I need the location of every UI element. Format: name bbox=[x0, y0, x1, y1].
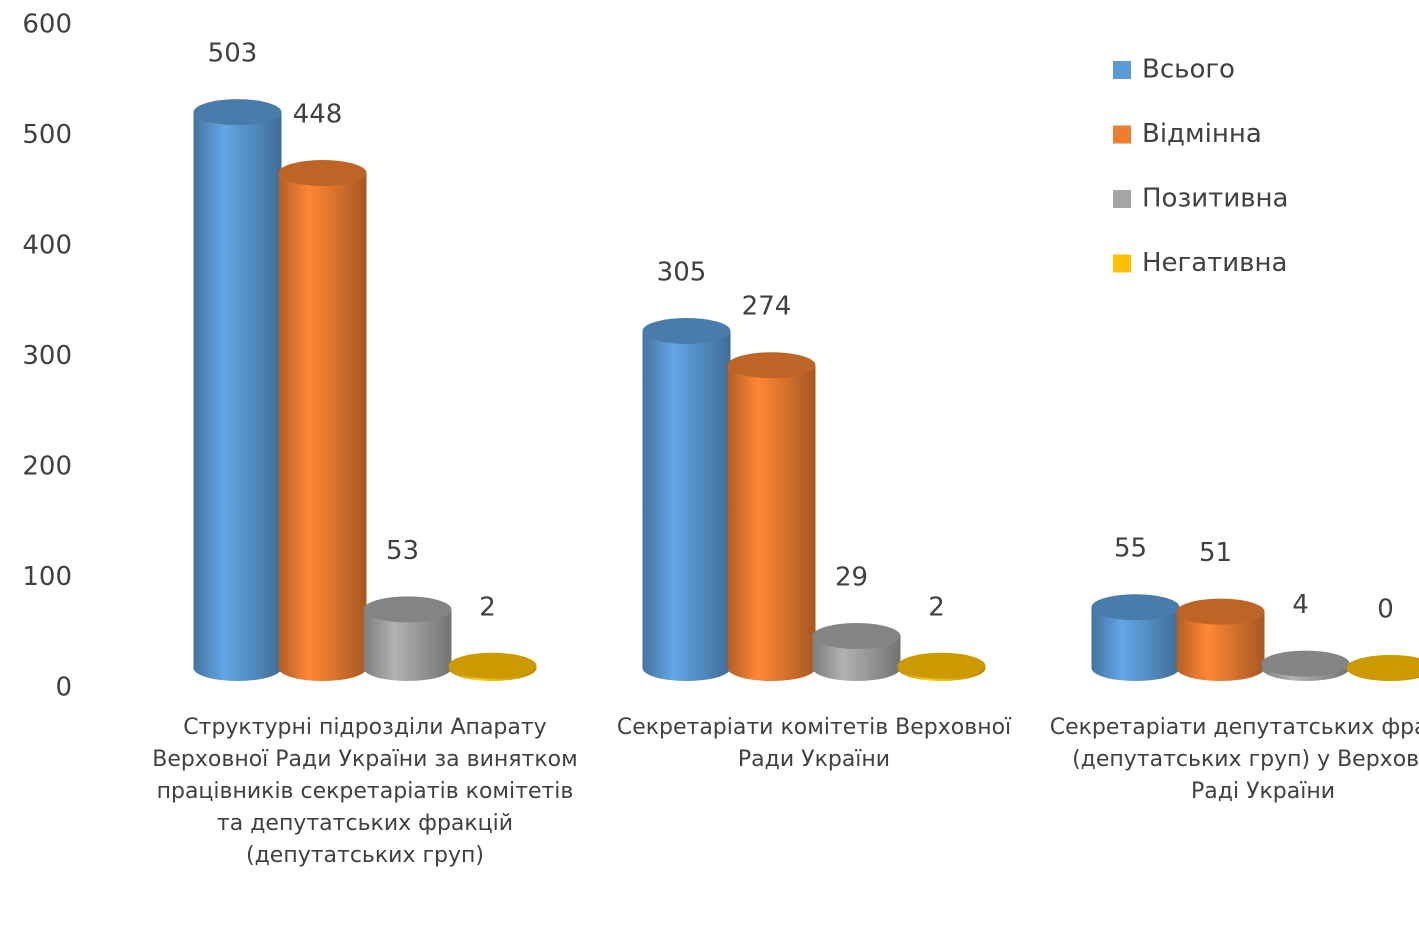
bar-top bbox=[193, 99, 282, 126]
bar bbox=[642, 330, 731, 668]
x-tick-label: Секретаріати комітетів Верховної Ради Ук… bbox=[616, 715, 1012, 772]
data-label: 448 bbox=[293, 99, 343, 129]
bar-top bbox=[363, 596, 452, 623]
bar-top bbox=[448, 652, 537, 679]
bar-top bbox=[727, 352, 816, 379]
bar bbox=[193, 112, 282, 668]
x-tick-label: Структурні підрозділи Апарату Верховної … bbox=[152, 715, 578, 868]
bar-base bbox=[812, 655, 901, 681]
bar-top bbox=[1346, 655, 1419, 681]
y-tick-label: 100 bbox=[22, 562, 72, 592]
bar-top bbox=[642, 317, 731, 344]
bar-base bbox=[642, 655, 731, 681]
data-label: 2 bbox=[928, 592, 945, 622]
bar-top bbox=[278, 159, 367, 186]
y-tick-label: 600 bbox=[22, 10, 72, 40]
legend-swatch bbox=[1113, 125, 1131, 144]
legend-swatch bbox=[1113, 61, 1131, 79]
bar bbox=[278, 172, 367, 668]
y-tick-label: 300 bbox=[22, 341, 72, 371]
bar bbox=[727, 365, 816, 668]
legend-label: Відмінна bbox=[1142, 119, 1262, 149]
bar-base bbox=[1176, 655, 1265, 681]
bar-top bbox=[897, 652, 986, 679]
data-label: 29 bbox=[835, 562, 868, 592]
legend-label: Негативна bbox=[1142, 248, 1287, 278]
y-tick-label: 500 bbox=[22, 120, 72, 150]
bar-base bbox=[193, 655, 282, 681]
data-label: 55 bbox=[1114, 534, 1147, 564]
data-label: 503 bbox=[208, 39, 258, 69]
y-tick-label: 0 bbox=[55, 673, 72, 703]
x-tick-label: Секретаріати депутатських фракцій (депут… bbox=[1049, 715, 1419, 804]
data-label: 51 bbox=[1199, 538, 1232, 568]
y-tick-label: 200 bbox=[22, 452, 72, 482]
data-label: 274 bbox=[742, 292, 792, 322]
bar-base bbox=[1091, 655, 1180, 681]
legend-label: Всього bbox=[1142, 55, 1235, 85]
data-label: 4 bbox=[1292, 590, 1309, 620]
bar-base bbox=[727, 655, 816, 681]
bar-top bbox=[1091, 594, 1180, 621]
bar-base bbox=[278, 655, 367, 681]
y-tick-label: 400 bbox=[22, 231, 72, 261]
legend-swatch bbox=[1113, 254, 1131, 273]
bar-base bbox=[363, 655, 452, 681]
data-label: 53 bbox=[386, 536, 419, 566]
data-label: 0 bbox=[1377, 595, 1394, 625]
bar-top bbox=[1176, 598, 1265, 625]
legend-swatch bbox=[1113, 190, 1131, 208]
data-label: 2 bbox=[479, 592, 496, 622]
bar-top bbox=[812, 622, 901, 649]
bar-top bbox=[1261, 650, 1350, 677]
data-label: 305 bbox=[657, 257, 707, 287]
legend-label: Позитивна bbox=[1142, 184, 1288, 214]
